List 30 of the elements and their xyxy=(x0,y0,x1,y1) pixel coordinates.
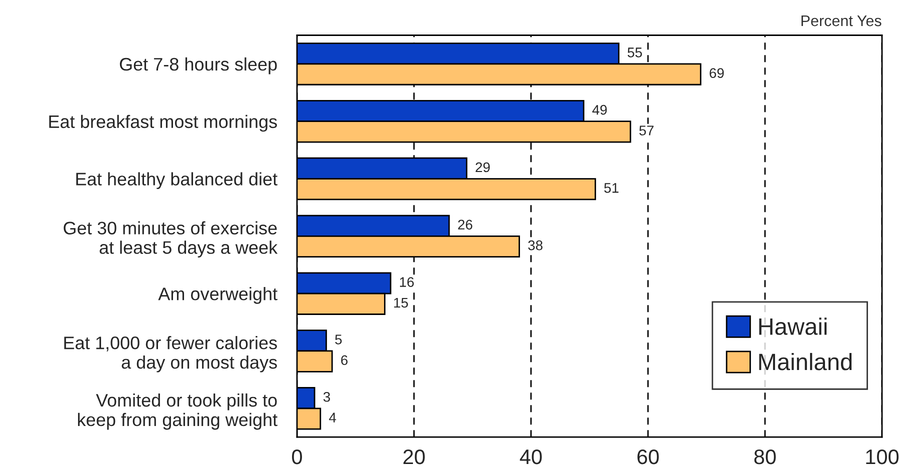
data-label: 51 xyxy=(604,183,618,193)
data-label: 5 xyxy=(335,334,342,344)
data-label: 38 xyxy=(528,240,542,250)
data-label: 15 xyxy=(394,298,408,308)
data-label: 69 xyxy=(710,68,724,78)
text: Percent Yes xyxy=(802,16,882,26)
data-label: 55 xyxy=(628,48,642,58)
y-tick-label: Get 30 minutes of exercise at least 5 days a week xyxy=(64,221,278,258)
data-label: 3 xyxy=(323,392,330,402)
x-tick-label: 40 xyxy=(520,449,542,464)
y-tick-label: Vomited or took pills to keep from gaining weight xyxy=(78,393,278,430)
x-tick-label: 0 xyxy=(292,449,302,464)
y-tick-label: Get 7-8 hours sleep xyxy=(120,57,277,74)
data-label: 4 xyxy=(329,412,336,422)
data-label: 26 xyxy=(458,220,472,230)
y-tick-label: Eat 1,000 or fewer calories a day on most days xyxy=(64,336,277,372)
data-label: 6 xyxy=(341,355,348,366)
x-tick-label: 60 xyxy=(637,449,659,464)
data-label: 57 xyxy=(639,126,654,136)
legend-label: Mainland xyxy=(759,352,852,370)
legend-label: Hawaii xyxy=(759,318,827,335)
x-tick-label: 20 xyxy=(403,449,425,464)
y-tick-label: Eat breakfast most mornings xyxy=(49,114,277,132)
data-label: 29 xyxy=(476,162,490,172)
y-tick-label: Am overweight xyxy=(158,287,278,304)
x-tick-label: 100 xyxy=(866,449,899,464)
y-tick-label: Eat healthy balanced diet xyxy=(76,172,278,190)
x-tick-label: 80 xyxy=(754,449,776,464)
data-label: 16 xyxy=(400,277,414,287)
data-label: 49 xyxy=(592,104,607,115)
